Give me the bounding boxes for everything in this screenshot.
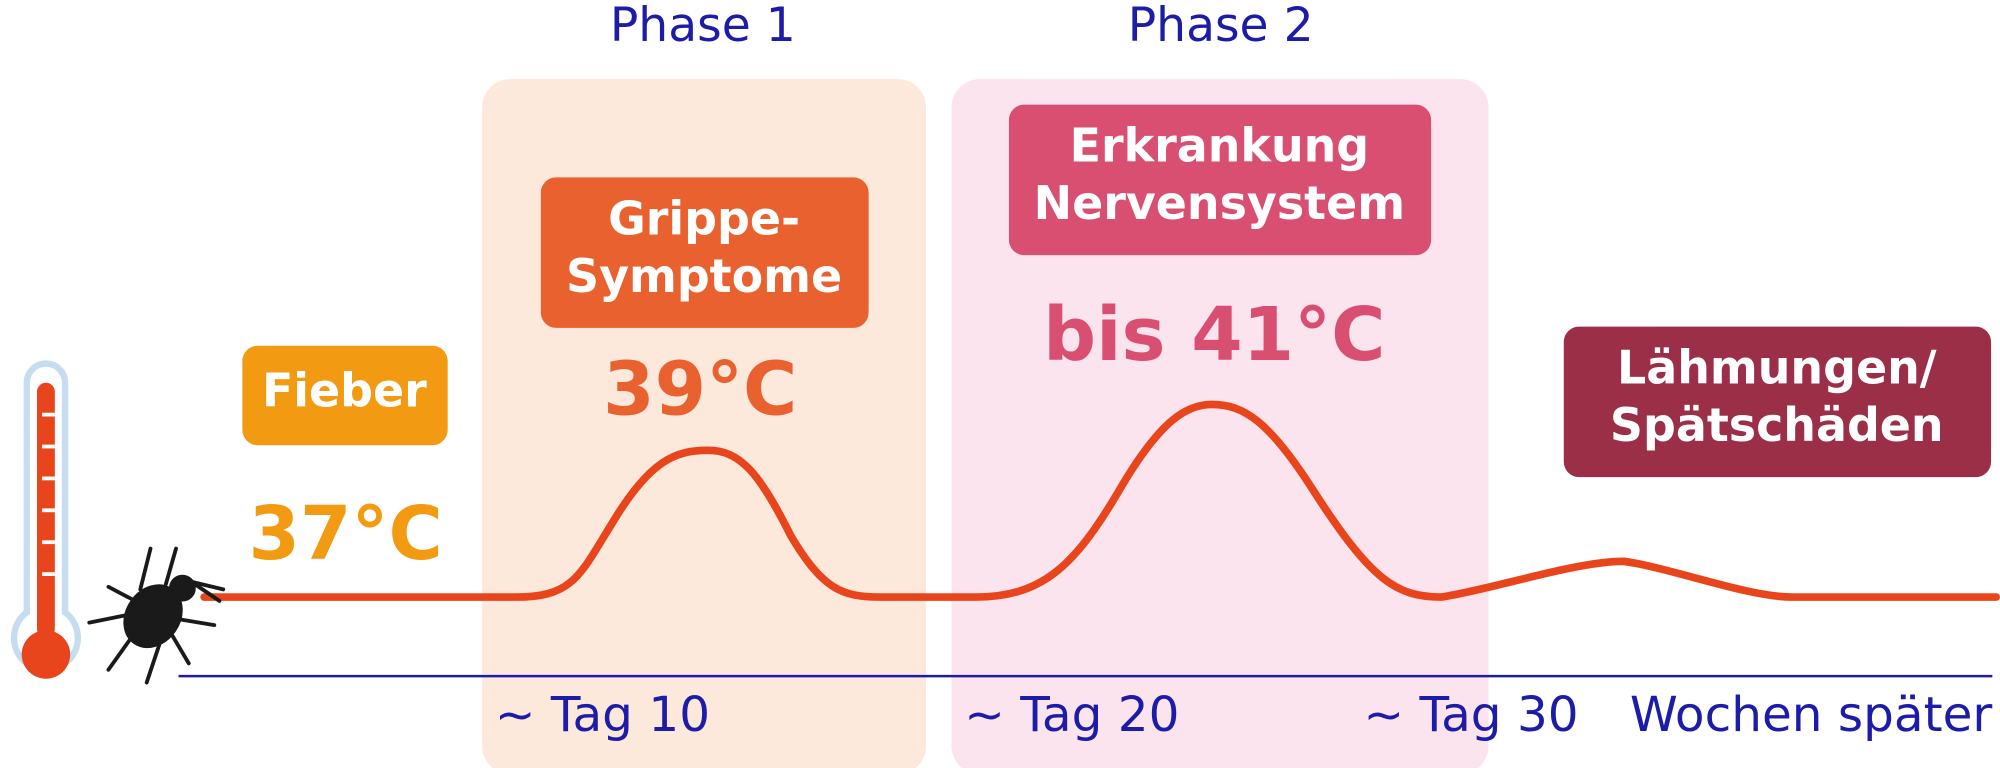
fever-text: Fieber — [262, 364, 427, 418]
temperature: 39°C — [603, 347, 797, 433]
axis-label: ~ Tag 20 — [964, 687, 1179, 743]
fever-curve — [200, 400, 2000, 601]
nervous-text: Erkrankung — [1070, 119, 1370, 173]
phase-label: Phase 1 — [610, 0, 796, 53]
axis-label: ~ Tag 30 — [1364, 687, 1579, 743]
nervous-box — [1008, 104, 1432, 256]
axis-label: Wochen später — [1630, 687, 1993, 743]
paralysis-text: Lähmungen/ — [1617, 341, 1937, 395]
temperature: bis 41°C — [1043, 292, 1385, 378]
thermometer-icon — [10, 360, 81, 679]
phase-label: Phase 2 — [1128, 0, 1314, 53]
paralysis-text: Spätschäden — [1610, 398, 1944, 452]
nervous-text: Nervensystem — [1034, 176, 1405, 230]
temperature: 37°C — [249, 491, 443, 577]
paralysis-box — [1563, 326, 1992, 478]
flu-text: Symptome — [566, 249, 842, 303]
flu-box — [540, 177, 869, 328]
axis-label: ~ Tag 10 — [495, 687, 710, 743]
tick-icon — [87, 546, 226, 685]
flu-text: Grippe- — [608, 191, 800, 245]
fever-box — [242, 345, 448, 446]
